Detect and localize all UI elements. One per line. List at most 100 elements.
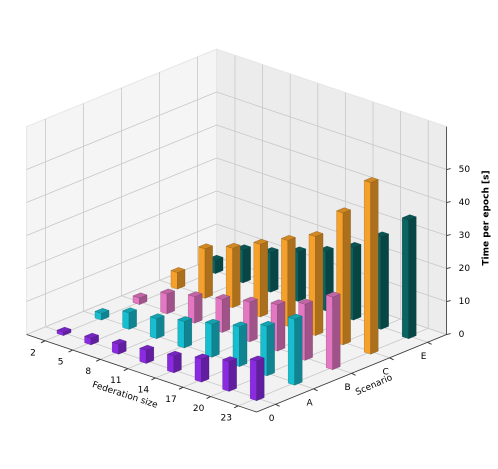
bar-side (270, 249, 279, 293)
grid-line (26, 157, 217, 236)
bar-side (201, 355, 210, 383)
z-tick-label: 20 (459, 264, 471, 274)
bar-side (204, 245, 213, 299)
x-tick-label: 11 (110, 376, 121, 386)
bar-side (342, 209, 351, 346)
bar-side (298, 248, 306, 302)
bar-top (139, 344, 155, 351)
bar (56, 326, 72, 336)
y-tick-label: A (307, 398, 314, 408)
bar (253, 239, 269, 318)
bar (287, 313, 303, 386)
y-tick (275, 403, 280, 407)
bar-side (242, 246, 251, 284)
bar-side (380, 233, 389, 330)
bar (401, 214, 417, 339)
bar (222, 356, 238, 392)
bar-side (232, 245, 241, 308)
bar-side (249, 298, 258, 343)
bar (325, 291, 341, 370)
bar (139, 344, 155, 364)
y-axis-label: Scenario (354, 373, 394, 398)
z-tick-label: 30 (459, 231, 471, 241)
bar-side (194, 293, 203, 324)
bar-side (315, 233, 324, 336)
bar-front (402, 217, 409, 339)
bar-side (294, 315, 303, 386)
z-tick (446, 201, 451, 204)
y-tick-label: 0 (269, 414, 275, 424)
bar-side (304, 301, 313, 361)
z-tick-label: 50 (459, 165, 471, 175)
bar-top (215, 294, 231, 300)
x-tick-label: 2 (30, 348, 36, 358)
bar-side (353, 244, 362, 321)
x-tick (40, 340, 46, 344)
bar (166, 350, 182, 374)
bar-top (204, 318, 220, 325)
bar-side (260, 241, 268, 318)
y-tick (427, 341, 432, 345)
bar (177, 316, 193, 349)
bar-top (149, 313, 165, 320)
y-tick-label: E (421, 352, 427, 362)
x-tick (68, 349, 73, 353)
bar (122, 307, 138, 330)
bar-front (364, 180, 371, 355)
bar-side (408, 216, 417, 339)
y-tick-label: B (345, 383, 351, 393)
bar (84, 332, 100, 346)
bar-side (166, 290, 175, 315)
bar-top (298, 298, 314, 305)
bar-top (198, 243, 214, 250)
grid-line (26, 223, 217, 302)
x-tick-label: 17 (165, 395, 176, 405)
bar-front (288, 316, 295, 386)
bar-top (84, 332, 100, 339)
bar-side (184, 318, 192, 349)
bar-top (194, 353, 210, 360)
z-axis-label: Time per epoch [s] (482, 170, 492, 265)
z-tick-label: 10 (459, 297, 471, 307)
x-tick (206, 396, 211, 399)
bar-top (94, 308, 110, 314)
bar-side (173, 353, 182, 374)
grid-line (45, 326, 276, 405)
bar-side (156, 315, 165, 339)
bar-front (194, 356, 202, 383)
bar-top (225, 242, 241, 249)
grid-line (26, 91, 217, 170)
x-tick (233, 405, 239, 409)
x-tick-label: 20 (193, 404, 205, 414)
bar (204, 318, 220, 358)
z-tick (446, 267, 451, 270)
y-tick (313, 388, 318, 392)
bar-side (177, 269, 186, 290)
bar-top (253, 239, 269, 245)
bar-top (260, 321, 276, 327)
x-tick (123, 368, 129, 372)
bar-top (132, 292, 148, 299)
bar-side (287, 237, 296, 327)
bar-side (228, 358, 237, 392)
grid-line (216, 91, 447, 170)
bar-top (111, 338, 127, 345)
x-tick-label: 14 (138, 385, 150, 395)
bar-side (370, 179, 379, 355)
z-tick (446, 168, 451, 171)
bar-top (170, 267, 186, 273)
x-tick-label: 5 (58, 358, 64, 368)
bar-top (287, 313, 303, 320)
bar-side (222, 296, 230, 333)
bar (225, 242, 241, 308)
bar (111, 338, 127, 355)
y-tick-label: C (382, 367, 388, 377)
bar-front (177, 319, 185, 349)
z-tick (446, 300, 451, 303)
bar-side (211, 321, 220, 358)
x-tick-label: 8 (85, 367, 91, 377)
bar-front (139, 347, 147, 364)
grid-line (83, 310, 314, 390)
bar-top (187, 291, 203, 297)
z-tick-label: 0 (459, 330, 465, 340)
